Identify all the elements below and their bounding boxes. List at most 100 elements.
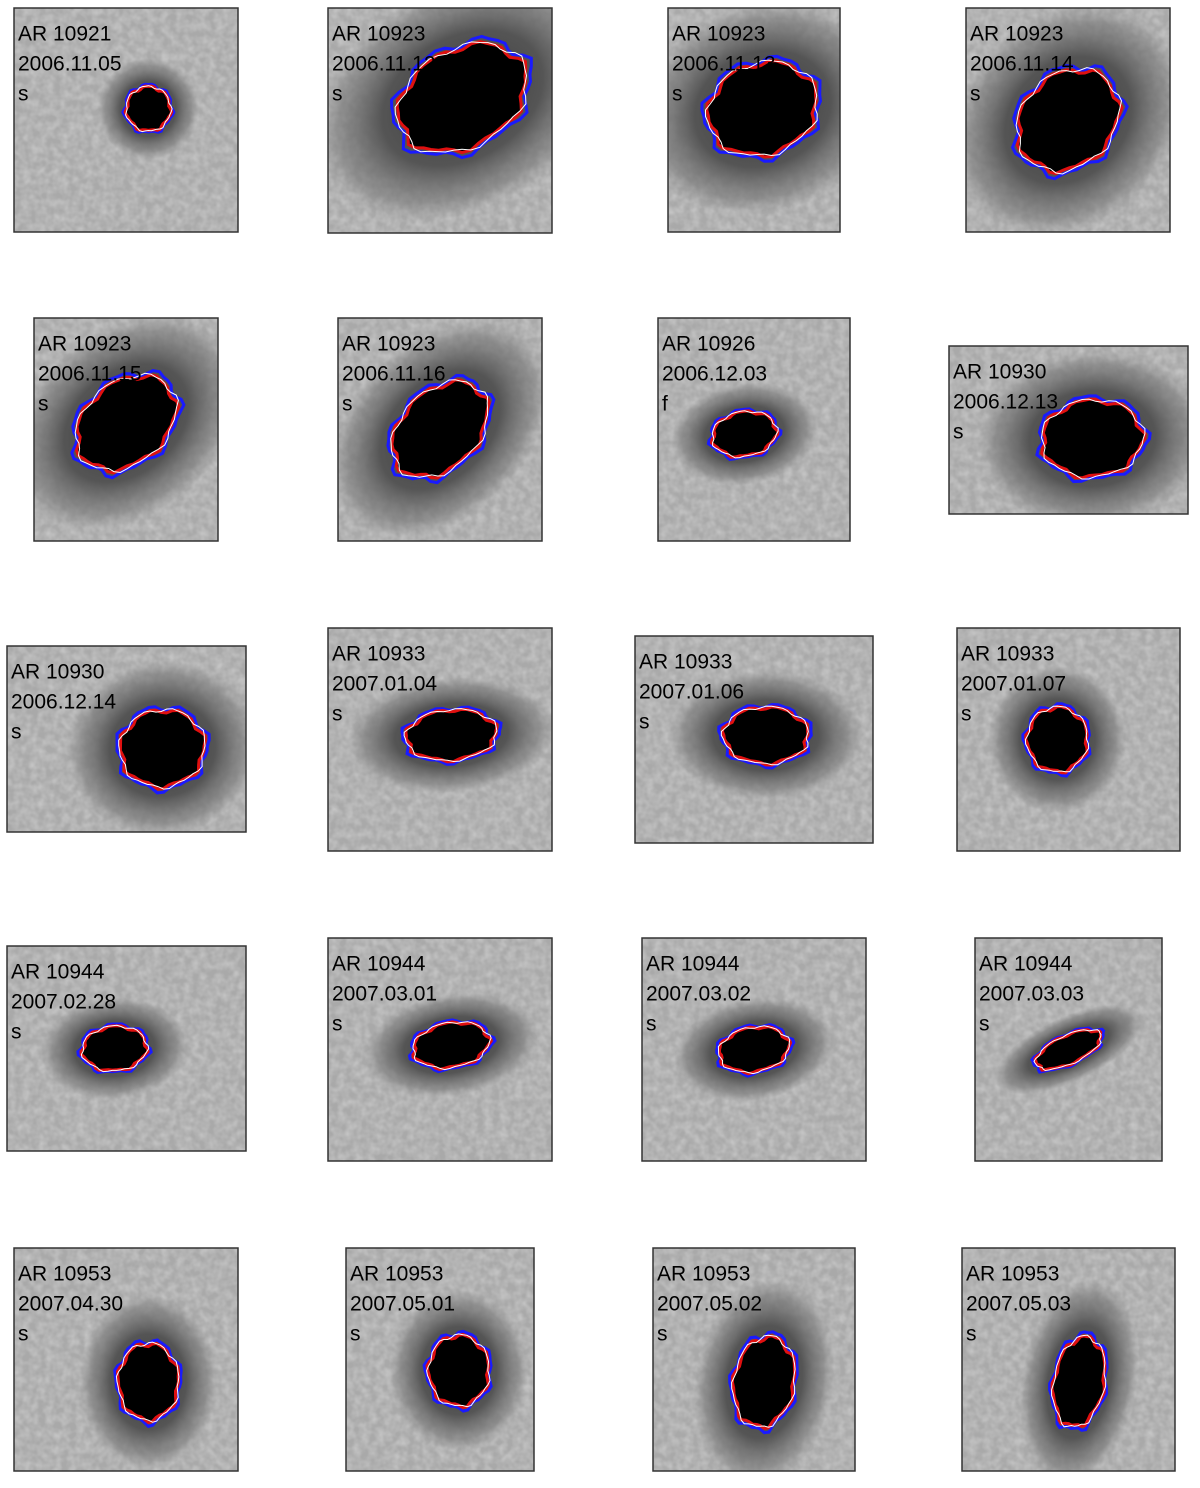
white-contour (711, 410, 779, 459)
image (642, 938, 866, 1161)
date-label: 2006.11.13 (672, 53, 776, 76)
panel-frame (345, 1247, 535, 1472)
image (7, 646, 246, 832)
image (957, 628, 1180, 851)
polarity-label: s (979, 1013, 990, 1036)
white-contour (80, 1024, 150, 1073)
white-contour (1033, 1029, 1102, 1072)
panel-frame (974, 937, 1163, 1162)
date-label: 2007.04.30 (18, 1293, 123, 1316)
panel-frame (634, 635, 874, 844)
panel-frame (327, 627, 553, 852)
date-label: 2006.11.15 (38, 363, 142, 386)
panel-frame (948, 345, 1189, 515)
umbra (1050, 1334, 1107, 1428)
umbra (79, 1024, 150, 1072)
umbra (390, 378, 491, 480)
date-label: 2007.05.03 (966, 1293, 1071, 1316)
panel: AR 10930 2006.12.13 s (948, 345, 1189, 515)
polarity-label: s (332, 1013, 343, 1036)
polarity-label: s (646, 1013, 657, 1036)
white-contour (394, 41, 528, 153)
panel: AR 10923 2006.11.13 s (667, 7, 841, 233)
panel: AR 10933 2007.01.06 s (634, 635, 874, 844)
polarity-label: f (662, 393, 668, 416)
image (668, 8, 840, 232)
region-label: AR 10944 (11, 961, 105, 984)
panel: AR 10923 2006.11.16 s (337, 317, 543, 542)
polarity-label: s (332, 83, 343, 106)
region-label: AR 10921 (18, 23, 111, 46)
blue-contour (1021, 702, 1092, 778)
region-label: AR 10923 (38, 333, 131, 356)
umbra (730, 1334, 797, 1430)
panel: AR 10944 2007.03.02 s (641, 937, 867, 1162)
panel-frame (13, 7, 239, 233)
polarity-label: s (639, 711, 650, 734)
date-label: 2007.01.04 (332, 673, 437, 696)
polarity-label: s (672, 83, 683, 106)
image (975, 938, 1162, 1161)
panel: AR 10923 2006.11.15 s (33, 317, 219, 542)
region-label: AR 10953 (966, 1263, 1059, 1286)
date-label: 2007.05.01 (350, 1293, 455, 1316)
image (338, 318, 542, 541)
image (635, 636, 873, 843)
date-label: 2006.11.12 (332, 53, 436, 76)
date-label: 2007.05.02 (657, 1293, 762, 1316)
date-label: 2007.01.06 (639, 681, 744, 704)
date-label: 2006.12.14 (11, 691, 116, 714)
date-label: 2006.11.16 (342, 363, 446, 386)
panel-frame (337, 317, 543, 542)
umbra (1040, 397, 1147, 480)
region-label: AR 10930 (11, 661, 104, 684)
panel-frame (652, 1247, 856, 1472)
region-label: AR 10923 (672, 23, 765, 46)
polarity-label: s (657, 1323, 668, 1346)
image (346, 1248, 534, 1471)
date-label: 2007.03.01 (332, 983, 437, 1006)
panel-frame (641, 937, 867, 1162)
umbra (74, 373, 181, 475)
image (34, 318, 218, 541)
image (328, 938, 552, 1161)
white-contour (1015, 67, 1123, 175)
image (14, 8, 238, 232)
umbra (395, 39, 528, 155)
polarity-label: s (18, 1323, 29, 1346)
image (658, 318, 850, 541)
date-label: 2007.01.07 (961, 673, 1066, 696)
umbra (425, 1332, 491, 1410)
umbra (404, 707, 499, 764)
white-contour (426, 1333, 491, 1408)
panel: AR 10953 2007.05.01 s (345, 1247, 535, 1472)
region-label: AR 10944 (646, 953, 740, 976)
white-contour (1051, 1334, 1107, 1428)
polarity-label: s (350, 1323, 361, 1346)
panel-frame (956, 627, 1181, 852)
image (328, 628, 552, 851)
umbra (709, 409, 780, 459)
panel-frame (961, 1247, 1176, 1472)
blue-contour (70, 369, 186, 480)
region-label: AR 10933 (639, 651, 732, 674)
image (962, 1248, 1175, 1471)
white-contour (125, 85, 173, 133)
polarity-label: s (961, 703, 972, 726)
region-label: AR 10926 (662, 333, 755, 356)
date-label: 2006.11.14 (970, 53, 1074, 76)
image (966, 8, 1170, 232)
region-label: AR 10953 (657, 1263, 750, 1286)
region-label: AR 10944 (979, 953, 1073, 976)
image (653, 1248, 855, 1471)
panel-frame (327, 937, 553, 1162)
date-label: 2006.12.13 (953, 391, 1058, 414)
image (7, 946, 246, 1151)
white-contour (115, 1341, 180, 1423)
region-label: AR 10930 (953, 361, 1046, 384)
white-contour (1024, 705, 1090, 773)
panel: AR 10953 2007.05.03 s (961, 1247, 1176, 1472)
panel-frame (33, 317, 219, 542)
date-label: 2006.11.05 (18, 53, 122, 76)
panel-frame (667, 7, 841, 233)
